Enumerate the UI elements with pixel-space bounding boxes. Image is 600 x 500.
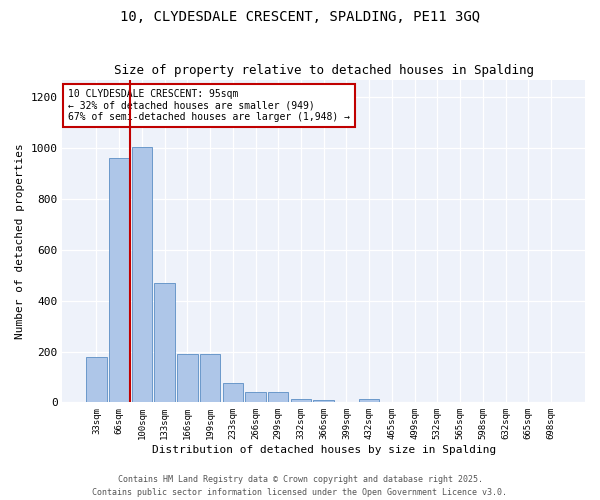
Text: Contains HM Land Registry data © Crown copyright and database right 2025.
Contai: Contains HM Land Registry data © Crown c… bbox=[92, 476, 508, 497]
Bar bbox=[131, 147, 152, 403]
Text: 10 CLYDESDALE CRESCENT: 95sqm
← 32% of detached houses are smaller (949)
67% of : 10 CLYDESDALE CRESCENT: 95sqm ← 32% of d… bbox=[68, 89, 350, 122]
Y-axis label: Number of detached properties: Number of detached properties bbox=[15, 143, 25, 339]
Bar bbox=[177, 354, 197, 403]
Bar bbox=[313, 400, 334, 402]
X-axis label: Distribution of detached houses by size in Spalding: Distribution of detached houses by size … bbox=[152, 445, 496, 455]
Text: 10, CLYDESDALE CRESCENT, SPALDING, PE11 3GQ: 10, CLYDESDALE CRESCENT, SPALDING, PE11 … bbox=[120, 10, 480, 24]
Bar bbox=[86, 356, 107, 403]
Bar bbox=[109, 158, 130, 402]
Bar bbox=[154, 283, 175, 403]
Bar bbox=[223, 384, 243, 402]
Bar bbox=[359, 398, 379, 402]
Bar bbox=[245, 392, 266, 402]
Bar bbox=[200, 354, 220, 403]
Bar bbox=[268, 392, 289, 402]
Title: Size of property relative to detached houses in Spalding: Size of property relative to detached ho… bbox=[114, 64, 534, 77]
Bar bbox=[291, 398, 311, 402]
